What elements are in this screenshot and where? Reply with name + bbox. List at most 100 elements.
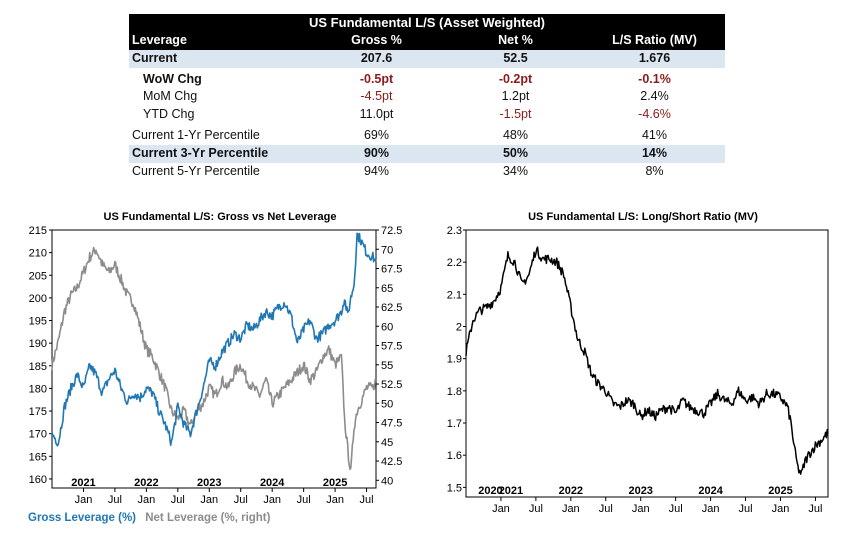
- table-row: Current 3-Yr Percentile 90% 50% 14%: [129, 144, 725, 163]
- y-tick-label: 2.2: [447, 257, 462, 269]
- cell-ratio: 8%: [645, 163, 664, 178]
- year-label: 2023: [197, 477, 221, 489]
- legend-net: Net Leverage (%, right): [145, 512, 271, 524]
- y-tick-label: 210: [29, 248, 47, 260]
- x-tick-label: Jan: [772, 503, 790, 515]
- y-tick-label: 175: [29, 406, 47, 418]
- row-label: MoM Chg: [143, 89, 198, 104]
- x-tick-label: Jul: [297, 494, 311, 506]
- year-label: 2024: [260, 477, 285, 489]
- y2-tick-label: 52.5: [381, 379, 402, 391]
- year-label: 2025: [323, 477, 347, 489]
- x-tick-label: Jul: [739, 503, 753, 515]
- table-row: Current 5-Yr Percentile 94% 34% 8%: [129, 163, 725, 181]
- table-header-row: Leverage Gross % Net % L/S Ratio (MV): [129, 32, 725, 50]
- cell-net: -1.5pt: [499, 107, 532, 122]
- y2-tick-label: 65: [381, 283, 393, 295]
- y-tick-label: 205: [29, 270, 47, 282]
- year-label: 2022: [134, 477, 158, 489]
- summary-table: US Fundamental L/S (Asset Weighted) Leve…: [129, 14, 725, 180]
- y2-tick-label: 57.5: [381, 341, 402, 353]
- leverage-chart: 160 165 170 175 180 185 190 195 200 205 210 215 40 42…: [29, 225, 403, 506]
- y2-tick-label: 42.5: [381, 456, 402, 468]
- x-tick-label: Jan: [492, 503, 510, 515]
- y2-tick-label: 40: [381, 475, 393, 487]
- x-tick-label: Jan: [562, 503, 580, 515]
- header-net: Net %: [498, 33, 533, 47]
- row-label: Current: [132, 50, 178, 65]
- cell-net: 50%: [502, 145, 529, 160]
- cell-gross: 11.0pt: [359, 107, 394, 122]
- plot-frame: [51, 229, 377, 489]
- x-tick-label: Jul: [234, 494, 248, 506]
- table-title: US Fundamental L/S (Asset Weighted): [129, 14, 725, 32]
- table-row: MoM Chg -4.5pt 1.2pt 2.4%: [129, 88, 725, 106]
- table-row: WoW Chg -0.5pt -0.2pt -0.1%: [129, 71, 725, 89]
- y-tick-label: 200: [29, 293, 47, 305]
- y2-tick-label: 50: [381, 398, 393, 410]
- y2-tick-label: 60: [381, 321, 393, 333]
- y-tick-label: 1.8: [447, 386, 462, 398]
- cell-gross: 94%: [363, 163, 390, 178]
- x-tick-label: Jan: [702, 503, 720, 515]
- cell-net: -0.2pt: [498, 71, 533, 86]
- y2-tick-label: 72.5: [381, 225, 402, 237]
- header-ratio: L/S Ratio (MV): [612, 33, 697, 47]
- right-chart-title: US Fundamental L/S: Long/Short Ratio (MV…: [528, 211, 758, 223]
- x-tick-label: Jul: [669, 503, 683, 515]
- y-tick-label: 1.9: [447, 354, 462, 366]
- row-label: Current 1-Yr Percentile: [132, 127, 260, 142]
- y-tick-label: 165: [29, 451, 47, 463]
- y-tick-label: 180: [29, 383, 47, 395]
- table-row: YTD Chg 11.0pt -1.5pt -4.6%: [129, 106, 725, 124]
- x-tick-label: Jan: [137, 494, 155, 506]
- y-tick-label: 2: [456, 322, 462, 334]
- year-label: 2024: [698, 485, 723, 497]
- x-tick-label: Jul: [360, 494, 374, 506]
- y-tick-label: 1.5: [447, 482, 462, 494]
- legend: Gross Leverage (%) Net Leverage (%, righ…: [28, 512, 276, 524]
- table-row: Current 1-Yr Percentile 69% 48% 41%: [129, 127, 725, 145]
- cell-net: 48%: [502, 127, 529, 142]
- year-label: 2025: [768, 485, 792, 497]
- y2-tick-label: 70: [381, 244, 393, 256]
- legend-gross: Gross Leverage (%): [28, 512, 137, 524]
- cell-gross: 90%: [363, 145, 390, 160]
- cell-ratio: 2.4%: [640, 89, 669, 104]
- y-tick-label: 170: [29, 429, 47, 441]
- x-tick-label: Jan: [263, 494, 281, 506]
- cell-ratio: 1.676: [638, 50, 671, 65]
- cell-net: 1.2pt: [501, 89, 530, 104]
- gross-leverage-line: [51, 232, 377, 447]
- row-label: Current 5-Yr Percentile: [132, 163, 260, 178]
- x-tick-label: Jul: [108, 494, 122, 506]
- cell-ratio: -4.6%: [638, 107, 671, 122]
- cell-net: 34%: [502, 163, 529, 178]
- year-label: 2022: [559, 485, 583, 497]
- x-tick-label: Jul: [171, 494, 185, 506]
- y-tick-label: 190: [29, 338, 47, 350]
- left-chart-title: US Fundamental L/S: Gross vs Net Leverag…: [104, 211, 337, 223]
- y-tick-label: 1.7: [447, 418, 462, 430]
- net-leverage-line: [51, 246, 377, 471]
- table-row: Current 207.6 52.5 1.676: [129, 49, 725, 68]
- ls-ratio-line: [465, 246, 829, 475]
- row-label: WoW Chg: [143, 71, 202, 86]
- year-label: 2023: [628, 485, 652, 497]
- x-tick-label: Jul: [808, 503, 822, 515]
- row-label: YTD Chg: [143, 107, 195, 122]
- x-tick-label: Jan: [75, 494, 93, 506]
- header-gross: Gross %: [351, 33, 402, 47]
- cell-ratio: 41%: [641, 127, 668, 142]
- y2-tick-label: 67.5: [381, 264, 402, 276]
- y2-tick-label: 47.5: [381, 418, 402, 430]
- y2-tick-label: 62.5: [381, 302, 402, 314]
- cell-ratio: 14%: [641, 145, 668, 160]
- y-tick-label: 1.6: [447, 450, 462, 462]
- row-label: Current 3-Yr Percentile: [132, 145, 269, 160]
- cell-gross: -4.5pt: [360, 89, 393, 104]
- x-tick-label: Jan: [326, 494, 344, 506]
- plot-frame: [465, 229, 829, 498]
